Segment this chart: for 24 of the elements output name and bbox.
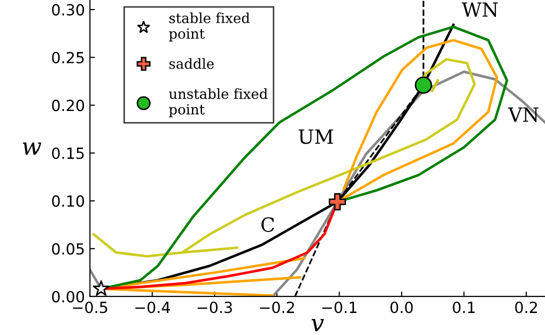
x-tick-label: −0.4	[135, 302, 170, 314]
legend-label: unstable fixed point	[168, 88, 268, 118]
y-tick-label: 0.15	[52, 147, 84, 160]
x-tick-label: −0.1	[322, 302, 356, 314]
y-tick-label: 0.30	[52, 4, 84, 16]
y-tick-label: 0.05	[52, 243, 84, 255]
x-tick-label: −0.2	[260, 302, 294, 314]
x-tick-label: −0.3	[198, 302, 232, 314]
y-tick-label: 0.25	[52, 52, 84, 64]
y-tick-label: 0.10	[52, 195, 84, 207]
legend-label: saddle	[169, 58, 214, 69]
y-axis-title: w	[22, 142, 42, 155]
annotation: C	[261, 217, 274, 232]
annotation: UM	[298, 130, 334, 144]
legend-label: stable fixed point	[169, 12, 250, 42]
y-tick-label: 0.20	[52, 100, 84, 112]
x-tick-label: 0.0	[390, 302, 413, 314]
x-tick-label: 0.1	[452, 302, 475, 314]
x-tick-label: −0.5	[72, 302, 108, 314]
x-axis-title: v	[312, 319, 324, 332]
x-tick-label: 0.2	[515, 302, 537, 314]
annotation: VN	[508, 108, 538, 122]
annotation: WN	[462, 2, 498, 17]
y-tick-label: 0.00	[52, 290, 84, 302]
